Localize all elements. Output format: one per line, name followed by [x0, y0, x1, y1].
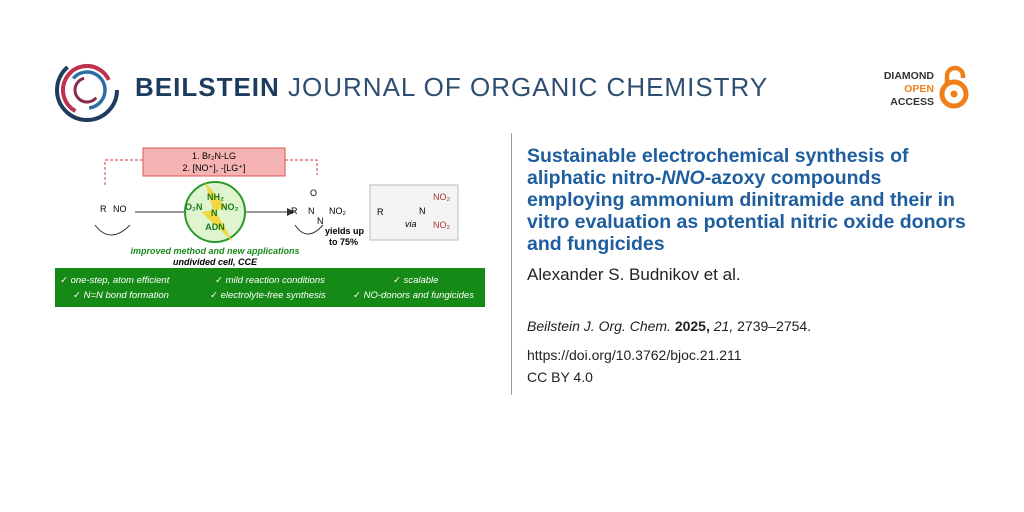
inset-box: [369, 184, 459, 241]
feature: ✓ mild reaction conditions: [215, 275, 325, 286]
step: 1. Br₂N-LG: [192, 151, 236, 161]
badge-line: ACCESS: [890, 96, 934, 108]
atom: N: [317, 216, 324, 226]
atom: N: [308, 206, 315, 216]
atom: O₂N: [185, 202, 203, 212]
open-access-badge: DIAMOND OPEN ACCESS: [868, 70, 934, 109]
features: ✓ one-step, atom efficient ✓ N=N bond fo…: [60, 275, 474, 301]
atom: O: [310, 188, 317, 198]
atom: R: [377, 207, 384, 217]
adn-label: ADN: [205, 222, 225, 232]
doi: https://doi.org/10.3762/bjoc.21.211: [527, 347, 742, 363]
atom: R: [100, 204, 107, 214]
article-title: Sustainable electrochemical synthesis of…: [527, 145, 967, 255]
lightning: [201, 182, 233, 242]
feature: ✓ electrolyte-free synthesis: [210, 290, 326, 301]
step: 2. [NO⁺], -[LG⁺]: [182, 163, 245, 173]
atom: NO₂: [329, 206, 347, 216]
license: CC BY 4.0: [527, 369, 593, 385]
title-part: NNO: [661, 167, 705, 189]
badge-line: OPEN: [904, 83, 934, 95]
lock-hole: [950, 90, 958, 98]
conditions: undivided cell, CCE: [173, 257, 258, 267]
atom: NO: [113, 204, 127, 214]
atom: R: [291, 206, 298, 216]
logo-ring: [61, 64, 113, 116]
ring: [94, 224, 131, 236]
feature: ✓ NO-donors and fungicides: [353, 290, 474, 301]
feature: ✓ one-step, atom efficient: [60, 275, 170, 286]
badge-line: DIAMOND: [883, 70, 934, 82]
journal-rest: JOURNAL OF ORGANIC CHEMISTRY: [288, 72, 769, 102]
yields: to 75%: [329, 237, 358, 247]
lock-body: [939, 79, 969, 109]
atom: NH₂: [207, 192, 224, 202]
feature: ✓ scalable: [393, 275, 438, 286]
journal-logo: [55, 58, 119, 122]
lock-shackle: [944, 65, 966, 84]
divider: [511, 133, 512, 395]
atom: NO₂: [433, 192, 451, 202]
feature: ✓ N=N bond formation: [73, 290, 169, 301]
caption: improved method and new applications: [130, 246, 299, 256]
atom: N: [419, 206, 426, 216]
arrow-head: [287, 208, 295, 216]
title-part: -azoxy compounds employing ammonium dini…: [527, 167, 966, 255]
citation: Beilstein J. Org. Chem. 2025, 21, 2739–2…: [527, 318, 811, 334]
citation-year: 2025,: [674, 318, 710, 334]
atom: via: [405, 219, 417, 229]
title-part: Sustainable electrochemical synthesis of…: [527, 145, 909, 189]
atom: NO₂: [433, 220, 451, 230]
citation-journal: Beilstein J. Org. Chem.: [527, 318, 671, 334]
open-access-icon: [939, 65, 969, 109]
logo-ring: [55, 58, 119, 122]
citation-volume: 21,: [713, 318, 734, 334]
atom: NO₂: [221, 202, 239, 212]
features-box: [55, 268, 485, 307]
citation-pages: 2739–2754.: [737, 318, 812, 334]
graphical-abstract: 1. Br₂N-LG 2. [NO⁺], -[LG⁺] R NO O₂N NH₂…: [55, 147, 485, 307]
atom: N: [211, 208, 218, 218]
authors: Alexander S. Budnikov et al.: [527, 265, 741, 284]
ring: [294, 224, 324, 235]
journal-bold: BEILSTEIN: [135, 72, 280, 102]
yields: yields up: [325, 226, 365, 236]
journal-name: BEILSTEIN JOURNAL OF ORGANIC CHEMISTRY: [135, 72, 768, 103]
conditions-box: [142, 147, 286, 177]
